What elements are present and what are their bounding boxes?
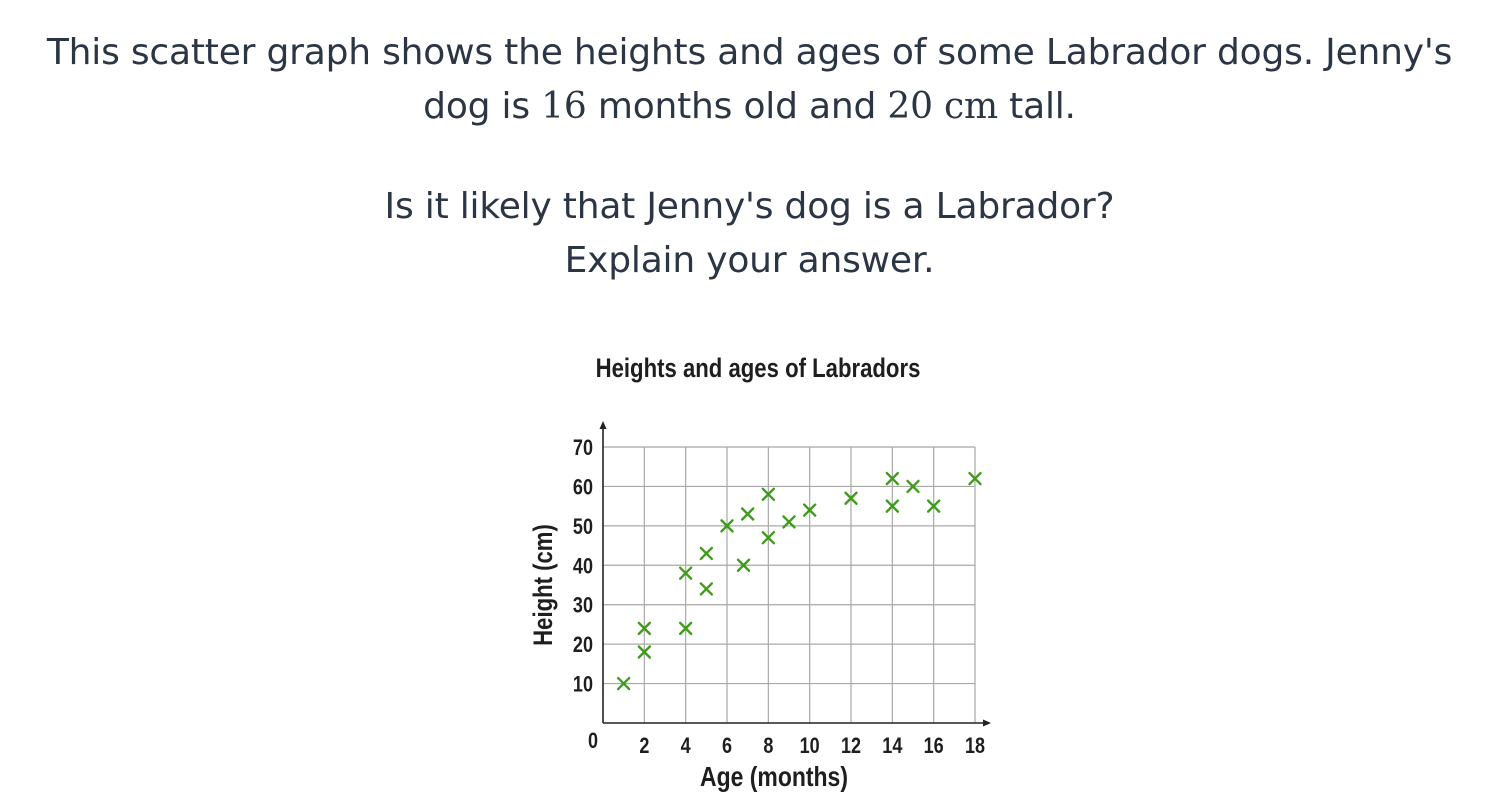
x-tick-label: 10 <box>800 734 820 758</box>
age-value: 16 <box>541 86 587 127</box>
x-tick-label: 4 <box>681 734 692 758</box>
height-value: 20 <box>887 86 933 127</box>
question-line-2-pre: dog is <box>423 86 542 127</box>
data-point <box>740 507 755 521</box>
x-axis-arrow <box>983 719 991 727</box>
data-point <box>926 499 941 513</box>
data-point <box>678 621 693 636</box>
data-point <box>761 530 776 545</box>
data-point <box>637 645 652 659</box>
question-line-3: Is it likely that Jenny's dog is a Labra… <box>384 186 1115 227</box>
data-point <box>885 471 900 486</box>
data-point <box>699 546 714 561</box>
data-point <box>720 519 734 533</box>
x-tick-label: 0 <box>588 729 598 753</box>
x-tick-label: 2 <box>639 734 649 758</box>
x-tick-label: 12 <box>841 734 861 758</box>
data-point <box>761 487 776 502</box>
x-tick-label: 16 <box>924 734 944 758</box>
y-tick-label: 40 <box>573 555 593 579</box>
x-tick-label: 14 <box>882 734 903 758</box>
data-point <box>782 515 796 529</box>
x-axis-label: Age (months) <box>700 761 848 792</box>
y-tick-label: 20 <box>573 634 593 658</box>
y-tick-label: 30 <box>573 594 593 618</box>
height-unit: cm <box>944 86 998 127</box>
y-axis-label: Height (cm) <box>529 524 559 646</box>
data-point <box>968 471 982 486</box>
data-point <box>736 558 751 572</box>
x-tick-label: 8 <box>763 734 773 758</box>
y-tick-label: 70 <box>573 436 593 460</box>
y-axis-arrow <box>599 421 607 429</box>
x-tick-label: 6 <box>722 734 732 758</box>
data-point <box>678 566 693 580</box>
question-line-2-post: tall. <box>997 86 1076 127</box>
chart-title: Heights and ages of Labradors <box>595 353 921 383</box>
data-point <box>637 621 652 636</box>
data-point <box>699 582 714 596</box>
question-line-4: Explain your answer. <box>564 240 935 281</box>
question-text: This scatter graph shows the heights and… <box>0 26 1499 288</box>
data-point <box>616 676 631 691</box>
x-tick-label: 18 <box>965 734 985 758</box>
data-point <box>906 479 920 494</box>
y-tick-label: 10 <box>573 673 593 697</box>
y-tick-label: 50 <box>573 515 593 539</box>
question-line-1: This scatter graph shows the heights and… <box>46 32 1453 73</box>
y-tick-label: 60 <box>573 476 593 500</box>
data-point <box>802 503 817 517</box>
data-point <box>885 499 900 513</box>
data-point <box>844 491 858 505</box>
question-line-2: dog is 16 months old and 20 cm tall. <box>0 80 1499 134</box>
question-line-2-mid: months old and <box>586 86 888 127</box>
